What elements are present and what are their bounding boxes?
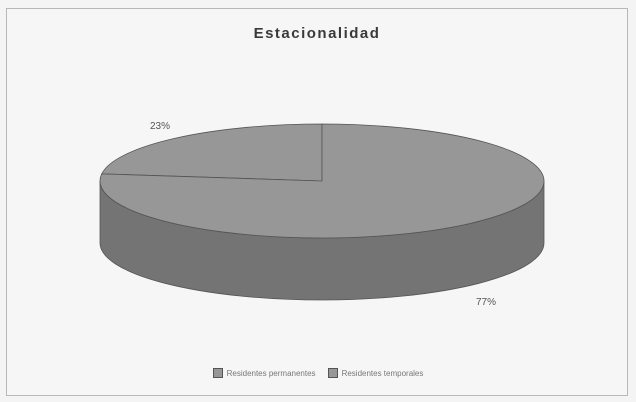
legend-swatch <box>212 368 223 378</box>
data-label-1: 23% <box>150 121 170 132</box>
pie-top-face <box>99 123 545 239</box>
data-label-2: 77% <box>476 297 496 308</box>
pie-slice-1 <box>101 123 323 182</box>
legend: Residentes permanentes Residentes tempor… <box>0 368 636 378</box>
chart-title: Estacionalidad <box>253 25 381 42</box>
legend-swatch <box>327 368 338 378</box>
legend-item: Residentes permanentes <box>212 368 316 378</box>
pie-labels: 23% 77% <box>150 121 496 308</box>
legend-label: Residentes temporales <box>341 368 424 378</box>
legend-item: Residentes temporales <box>327 368 424 378</box>
legend-label: Residentes permanentes <box>226 368 316 378</box>
pie-slice-2 <box>99 123 545 239</box>
